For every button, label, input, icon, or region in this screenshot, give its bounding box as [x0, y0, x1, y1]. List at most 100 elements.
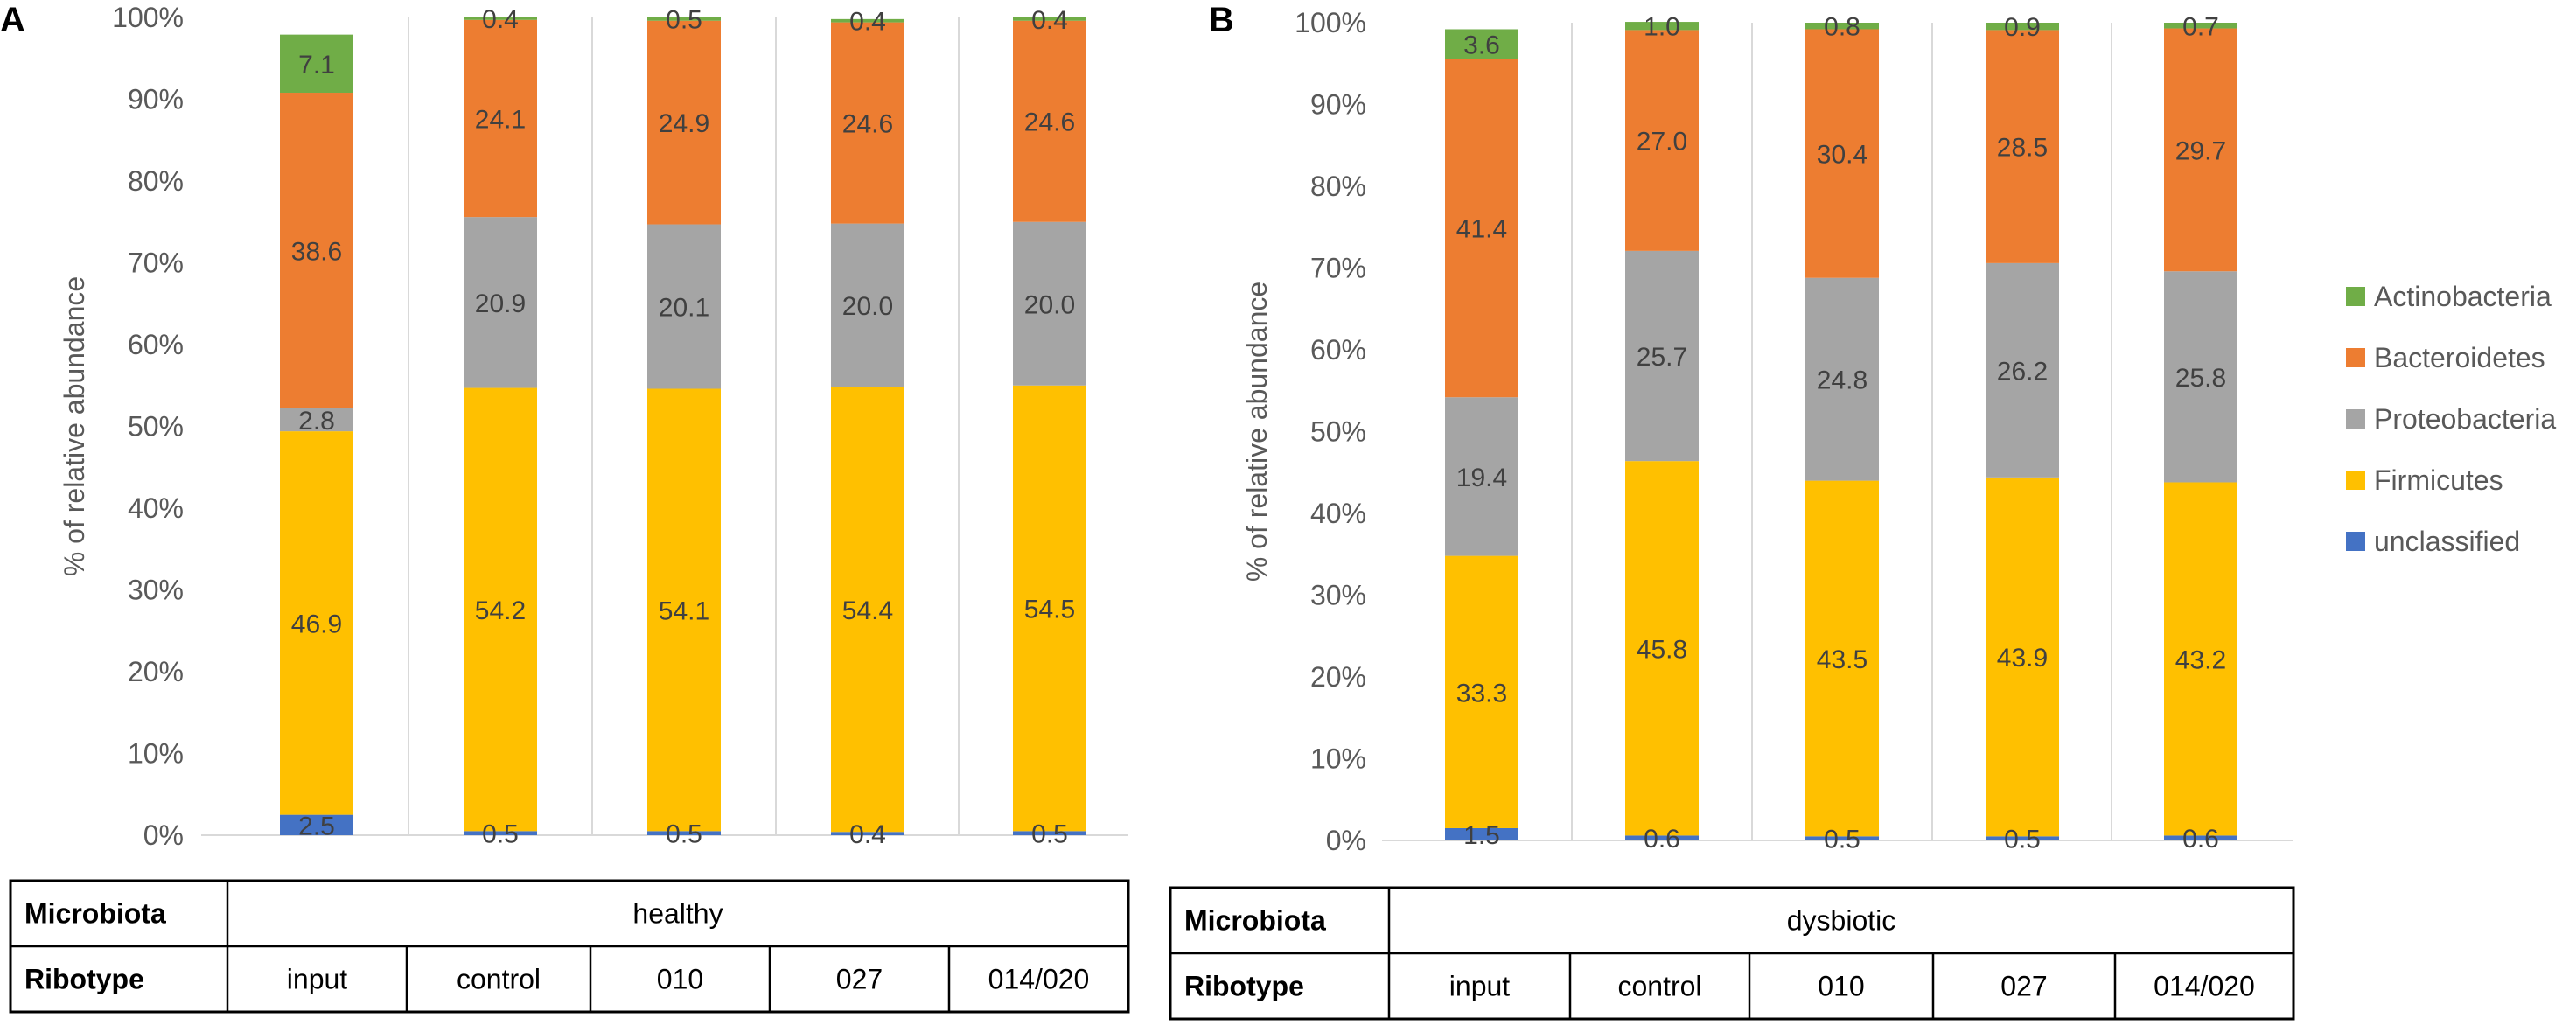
data-label: 0.4	[849, 8, 886, 37]
table-ribotype-header: Ribotype	[1184, 971, 1304, 1002]
y-axis-label-a: % of relative abundance	[59, 276, 90, 576]
legend-label-bacteroidetes: Bacteroidetes	[2374, 342, 2545, 373]
bar-proteobacteria-control	[1625, 250, 1699, 462]
bar-firmicutes-027	[831, 387, 904, 833]
data-label: 20.0	[1024, 290, 1075, 319]
panel-letter-a: A	[0, 1, 25, 39]
table-ribotype-cell: 010	[657, 964, 703, 995]
y-tick-label: 20%	[128, 656, 184, 687]
bar-actinobacteria-input	[280, 34, 353, 94]
data-label: 0.4	[849, 820, 886, 849]
y-axis-label-b: % of relative abundance	[1241, 282, 1273, 582]
data-label: 0.4	[1031, 6, 1068, 35]
bar-bacteroidetes-027	[831, 22, 904, 224]
data-label: 0.8	[1824, 13, 1860, 42]
data-label: 0.5	[2004, 826, 2041, 854]
data-label: 54.4	[842, 596, 893, 625]
bar-bacteroidetes-control	[1625, 30, 1699, 251]
data-label: 24.9	[659, 109, 709, 138]
data-label: 3.6	[1463, 31, 1500, 59]
bar-actinobacteria-control	[1625, 22, 1699, 31]
bar-unclassified-input	[280, 814, 353, 835]
bar-actinobacteria-014-020	[2164, 23, 2237, 29]
legend-label-firmicutes: Firmicutes	[2374, 464, 2503, 496]
y-tick-label: 60%	[128, 329, 184, 360]
data-label: 54.2	[475, 596, 526, 625]
bar-proteobacteria-control	[464, 217, 537, 388]
table-ribotype-cell: input	[1449, 971, 1511, 1002]
y-tick-label: 80%	[1310, 171, 1366, 202]
data-label: 25.7	[1637, 343, 1687, 372]
bar-proteobacteria-014-020	[1013, 221, 1086, 386]
bar-proteobacteria-027	[1986, 262, 2059, 478]
y-tick-label: 0%	[1326, 825, 1366, 856]
bar-actinobacteria-010	[1805, 23, 1879, 30]
bar-firmicutes-014-020	[1013, 385, 1086, 832]
data-label: 26.2	[1997, 357, 2048, 386]
bar-actinobacteria-027	[1986, 23, 2059, 31]
data-label: 1.5	[1463, 821, 1500, 850]
bar-proteobacteria-input	[1445, 397, 1518, 556]
table-ribotype-cell: control	[457, 964, 541, 995]
data-label: 24.6	[1024, 108, 1075, 137]
bar-unclassified-input	[1445, 827, 1518, 840]
bar-bacteroidetes-014-020	[1013, 20, 1086, 222]
data-label: 29.7	[2175, 136, 2226, 165]
data-label: 0.9	[2004, 13, 2041, 42]
y-tick-label: 90%	[1310, 89, 1366, 121]
data-label: 41.4	[1456, 215, 1507, 244]
bar-proteobacteria-010	[647, 224, 721, 389]
legend-label-unclassified: unclassified	[2374, 526, 2520, 557]
y-tick-label: 30%	[1310, 580, 1366, 611]
data-label: 19.4	[1456, 464, 1507, 492]
data-label: 28.5	[1997, 134, 2048, 163]
table-microbiota-header: Microbiota	[24, 898, 166, 930]
y-tick-label: 30%	[128, 575, 184, 606]
bar-bacteroidetes-control	[464, 19, 537, 218]
legend-swatch-bacteroidetes	[2346, 348, 2365, 367]
table-ribotype-cell: 027	[836, 964, 883, 995]
bar-firmicutes-input	[280, 431, 353, 815]
data-label: 2.8	[298, 407, 335, 436]
y-tick-label: 80%	[128, 165, 184, 197]
bar-bacteroidetes-input	[1445, 59, 1518, 398]
table-microbiota-header: Microbiota	[1184, 905, 1326, 937]
bar-actinobacteria-010	[647, 17, 721, 21]
bar-bacteroidetes-027	[1986, 30, 2059, 263]
bar-bacteroidetes-input	[280, 93, 353, 408]
bar-actinobacteria-014-020	[1013, 17, 1086, 21]
bar-unclassified-control	[1625, 835, 1699, 840]
bar-firmicutes-014-020	[2164, 482, 2237, 836]
bar-bacteroidetes-014-020	[2164, 28, 2237, 272]
bar-actinobacteria-027	[831, 18, 904, 23]
y-tick-label: 70%	[128, 248, 184, 279]
data-label: 0.5	[666, 820, 702, 849]
y-tick-label: 100%	[1295, 7, 1366, 38]
bar-bacteroidetes-010	[647, 20, 721, 225]
bar-firmicutes-input	[1445, 555, 1518, 828]
bar-proteobacteria-014-020	[2164, 271, 2237, 483]
y-tick-label: 10%	[128, 738, 184, 770]
table-ribotype-header: Ribotype	[24, 964, 144, 995]
table-ribotype-cell: input	[287, 964, 348, 995]
y-tick-label: 0%	[143, 819, 184, 851]
bar-bacteroidetes-010	[1805, 29, 1879, 278]
y-tick-label: 50%	[1310, 416, 1366, 448]
legend-swatch-actinobacteria	[2346, 287, 2365, 306]
y-tick-label: 70%	[1310, 253, 1366, 284]
data-label: 24.8	[1817, 366, 1867, 395]
table-ribotype-cell: 014/020	[988, 964, 1090, 995]
bar-unclassified-014-020	[1013, 831, 1086, 835]
bar-unclassified-010	[1805, 836, 1879, 840]
bar-proteobacteria-010	[1805, 277, 1879, 481]
y-tick-label: 40%	[128, 492, 184, 524]
data-label: 0.7	[2182, 12, 2219, 41]
table-ribotype-cell: 010	[1818, 971, 1864, 1002]
data-label: 20.0	[842, 292, 893, 321]
data-label: 0.4	[482, 5, 519, 34]
data-label: 54.5	[1024, 596, 1075, 624]
table-microbiota-value: healthy	[632, 898, 723, 930]
table-ribotype-cell: 014/020	[2154, 971, 2255, 1002]
data-label: 25.8	[2175, 364, 2226, 393]
